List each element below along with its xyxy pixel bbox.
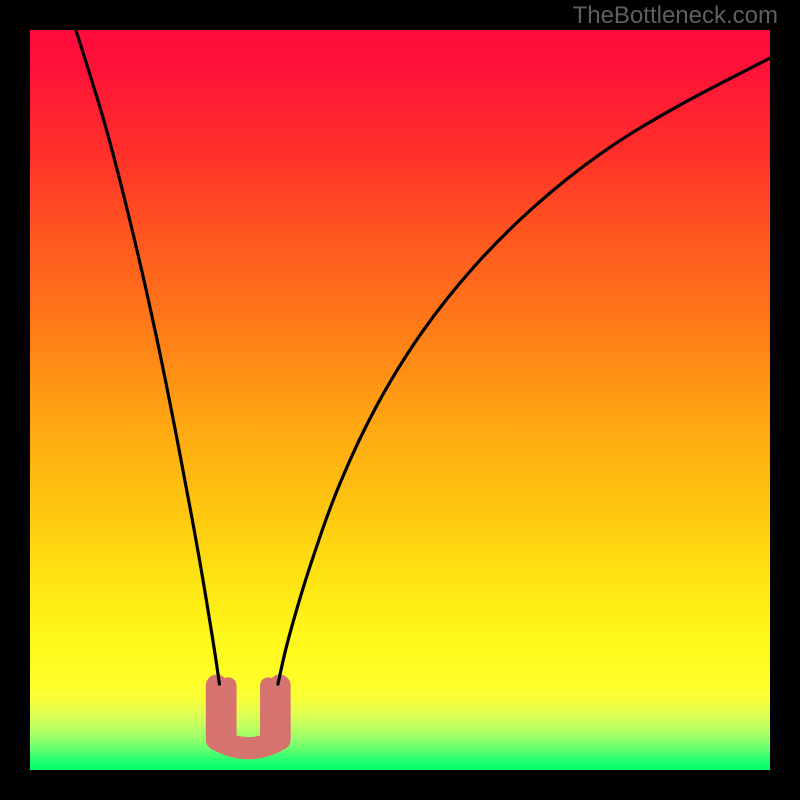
plot-area [30, 30, 770, 770]
chart-svg [30, 30, 770, 770]
figure-frame: TheBottleneck.com [0, 0, 800, 800]
gradient-background [30, 30, 770, 770]
watermark-text: TheBottleneck.com [573, 2, 778, 30]
